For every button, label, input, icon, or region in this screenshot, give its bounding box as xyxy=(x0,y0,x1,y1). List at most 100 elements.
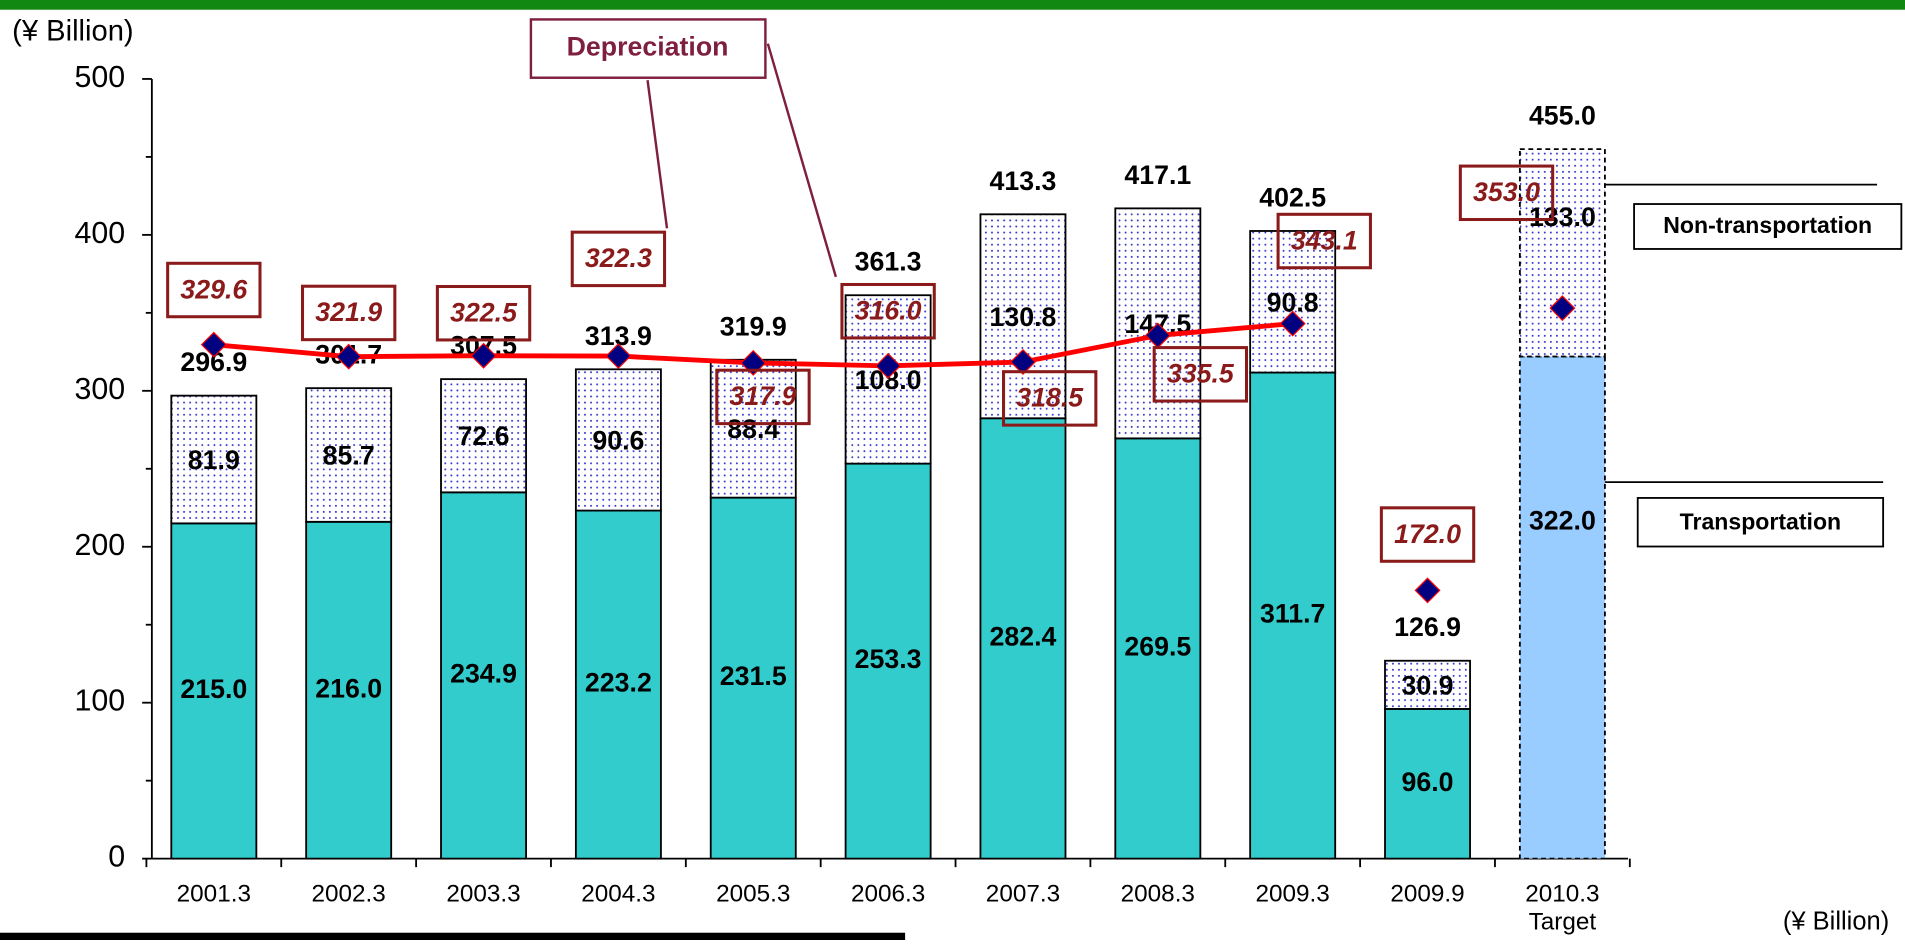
x-unit: (¥ Billion) xyxy=(1783,908,1889,936)
bar-label: 234.9 xyxy=(450,659,517,689)
x-tick-label: 2001.3 xyxy=(177,880,251,907)
y-tick-label: 400 xyxy=(74,217,125,250)
bar-label: 216.0 xyxy=(315,673,382,703)
bar-segment xyxy=(1384,708,1471,860)
bar-label: 282.4 xyxy=(990,622,1057,652)
total-label: 126.9 xyxy=(1394,612,1461,642)
bar-label: 85.7 xyxy=(323,440,375,470)
x-tick-label: 2007.3 xyxy=(986,880,1060,907)
line-label: 353.0 xyxy=(1473,177,1540,207)
total-label: 361.3 xyxy=(855,247,922,277)
label-box xyxy=(840,282,936,340)
bar-label: 96.0 xyxy=(1402,767,1454,797)
marker xyxy=(470,342,497,369)
marker xyxy=(1279,310,1306,337)
top-bar xyxy=(0,0,1905,10)
bar-label: 215.0 xyxy=(180,674,247,704)
bar-segment xyxy=(979,417,1067,860)
total-label: 402.5 xyxy=(1259,182,1326,212)
line-label: 318.5 xyxy=(1016,383,1084,413)
bar-segment xyxy=(709,496,797,860)
bar-label: 322.0 xyxy=(1529,506,1596,536)
x-tick-label: 2008.3 xyxy=(1121,880,1195,907)
bar-segment xyxy=(170,522,258,860)
bar-label: 269.5 xyxy=(1124,632,1191,662)
line-label: 335.5 xyxy=(1167,359,1235,389)
label-box xyxy=(435,284,532,342)
bar-label: 90.6 xyxy=(592,425,644,455)
line-label: 322.5 xyxy=(450,298,518,328)
marker xyxy=(335,343,362,370)
bar-segment xyxy=(440,378,527,494)
legend-label: Non-transportation xyxy=(1663,212,1872,238)
y-tick-label: 200 xyxy=(74,529,125,562)
bar-segment xyxy=(305,520,393,860)
line-label: 316.0 xyxy=(855,295,922,325)
total-label: 413.3 xyxy=(990,166,1057,196)
bar-segment xyxy=(1518,355,1606,860)
bar-segment xyxy=(574,368,662,512)
x-tick-label: 2010.3 xyxy=(1525,880,1599,907)
marker xyxy=(1009,348,1036,375)
line-title: Depreciation xyxy=(567,32,729,62)
x-tick-label: 2002.3 xyxy=(312,880,386,907)
label-box xyxy=(570,230,667,288)
x-tick-label: 2003.3 xyxy=(446,880,520,907)
marker xyxy=(875,352,902,379)
bar-label: 133.0 xyxy=(1529,202,1596,232)
label-box xyxy=(1276,212,1372,270)
bar-label: 88.4 xyxy=(727,414,779,444)
y-tick-label: 100 xyxy=(74,685,125,718)
x-tick-label: 2009.3 xyxy=(1256,880,1330,907)
bar-label: 231.5 xyxy=(720,661,787,691)
bar-segment xyxy=(170,394,258,525)
x-tick-label: 2005.3 xyxy=(716,880,790,907)
marker xyxy=(1549,295,1576,322)
marker xyxy=(200,331,227,358)
line-label: 172.0 xyxy=(1394,519,1461,549)
line-label: 321.9 xyxy=(315,297,382,327)
x-tick-label: 2009.9 xyxy=(1390,880,1464,907)
bottom-bar xyxy=(0,932,906,940)
legend-label: Transportation xyxy=(1680,509,1841,535)
bar-segment xyxy=(305,387,393,523)
bar-label: 30.9 xyxy=(1402,671,1454,701)
bar-segment xyxy=(574,509,662,860)
y-tick-label: 500 xyxy=(74,61,125,94)
bar-segment xyxy=(1249,230,1337,374)
label-box xyxy=(1152,346,1249,403)
bar-label: 81.9 xyxy=(188,445,240,475)
total-label: 417.1 xyxy=(1124,160,1191,190)
label-box xyxy=(1458,164,1555,222)
bar-label: 311.7 xyxy=(1260,599,1325,629)
line-label: 322.3 xyxy=(585,243,652,273)
bar-segment xyxy=(979,213,1067,420)
y-unit: (¥ Billion) xyxy=(12,15,133,47)
callout: Depreciation xyxy=(529,18,838,278)
bar-label: 130.8 xyxy=(990,302,1057,332)
bar-segment xyxy=(844,462,932,860)
line-label: 329.6 xyxy=(180,274,247,304)
bar-segment xyxy=(440,491,527,860)
bar-label: 223.2 xyxy=(585,668,652,698)
y-tick-label: 0 xyxy=(108,841,125,874)
legend: Non-transportation Transportation xyxy=(1555,183,1903,548)
bar-segment xyxy=(1384,659,1471,710)
label-box xyxy=(1002,370,1098,427)
total-label: 319.9 xyxy=(720,311,787,341)
label-box xyxy=(1379,506,1476,563)
bar-segment xyxy=(1518,148,1606,358)
bar-label: 72.6 xyxy=(458,421,510,451)
label-box xyxy=(166,261,262,319)
x-tick-label: 2004.3 xyxy=(581,880,655,907)
label-box xyxy=(715,368,811,426)
bar-segment xyxy=(1249,371,1337,860)
bar-label: 253.3 xyxy=(855,644,922,674)
label-box xyxy=(300,284,397,342)
y-tick-label: 300 xyxy=(74,373,125,406)
line-label: 317.9 xyxy=(730,381,797,411)
marker xyxy=(1414,577,1441,604)
total-label: 455.0 xyxy=(1529,101,1596,131)
line-label: 343.1 xyxy=(1291,225,1358,255)
